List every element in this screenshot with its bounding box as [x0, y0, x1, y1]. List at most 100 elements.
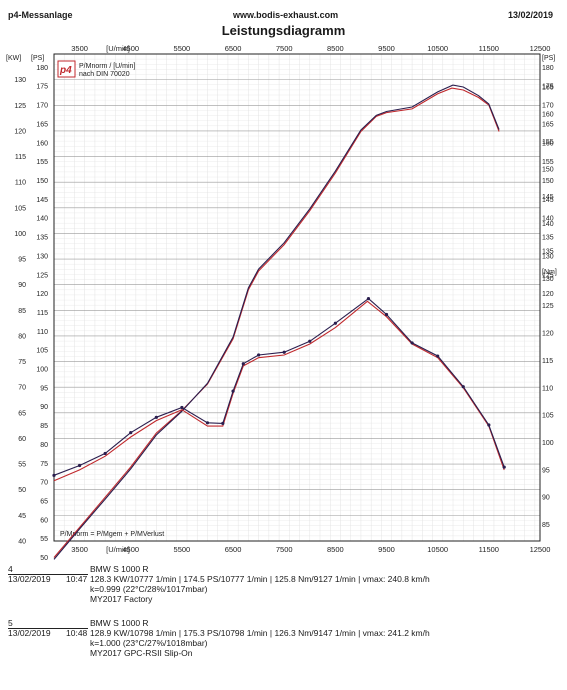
x-tick-label: 9500: [378, 44, 395, 53]
ps-tick-label: 160: [36, 140, 48, 147]
x-tick-label: 9500: [378, 545, 395, 554]
ps-tick-label-right: 125: [542, 272, 554, 279]
run-vehicle: BMW S 1000 R: [90, 564, 149, 574]
x-tick-label: 12500: [530, 545, 551, 554]
ps-tick-label-right: 180: [542, 65, 554, 72]
ps-tick-label: 105: [36, 348, 48, 355]
series-point: [103, 451, 107, 456]
nm-tick-label: 95: [542, 467, 550, 474]
series-point: [180, 405, 184, 410]
nm-tick-label: 90: [542, 495, 550, 502]
series-point: [205, 421, 210, 425]
nm-tick-label: 115: [542, 358, 553, 365]
series-point: [410, 341, 414, 345]
series-point: [129, 431, 133, 435]
page-title: Leistungsdiagramm: [221, 23, 346, 38]
ps-tick-label: 165: [36, 121, 48, 128]
nm-tick-label: 140: [542, 221, 554, 228]
series-point: [77, 463, 82, 468]
kw-tick-label: 90: [18, 282, 26, 289]
series-point: [436, 354, 440, 358]
kw-tick-label: 95: [18, 257, 26, 264]
kw-tick-label: 120: [14, 128, 26, 135]
header-left: p4-Messanlage: [8, 10, 73, 20]
ps-tick-label-right: 140: [542, 216, 554, 223]
x-tick-label: 4500: [122, 545, 139, 554]
ps-tick-label: 70: [40, 480, 48, 487]
ps-tick-label: 80: [40, 442, 48, 449]
x-tick-label: 3500: [71, 44, 88, 53]
run-block-5: 5 BMW S 1000 R 13/02/2019 10:48 128.9 KW…: [8, 618, 558, 668]
ps-tick-label: 135: [36, 235, 48, 242]
logo-text: p4: [59, 65, 72, 76]
run-description: MY2017 GPC-RSII Slip-On: [90, 648, 193, 658]
kw-tick-label: 115: [15, 154, 26, 161]
series-point: [308, 339, 312, 343]
series-point: [487, 423, 491, 427]
x-tick-label: 10500: [427, 44, 448, 53]
x-tick-label: 7500: [276, 44, 293, 53]
ps-tick-label: 100: [36, 367, 48, 374]
ps-tick-label: 90: [40, 404, 48, 411]
series-line-5-power_ps: [53, 84, 500, 560]
series-point: [502, 465, 506, 469]
x-tick-label: 5500: [174, 545, 191, 554]
x-unit-label: [U/min]: [106, 44, 130, 53]
series-point: [461, 385, 465, 389]
nm-tick-label: 155: [542, 139, 554, 146]
ps-tick-label: 115: [37, 310, 48, 317]
ps-unit-label-right: [PS]: [542, 55, 555, 62]
header-center: www.bodis-exhaust.com: [233, 10, 339, 20]
ps-tick-label: 145: [36, 197, 48, 204]
nm-tick-label: 110: [542, 385, 553, 392]
nm-tick-label: 130: [542, 276, 554, 283]
kw-tick-label: 50: [18, 487, 26, 494]
ps-tick-label: 55: [40, 536, 48, 543]
series-point: [257, 353, 261, 357]
dyno-chart: 3500 3500 4500 4500 5500 5500 6500 6500 7500 7500…: [6, 44, 557, 560]
kw-tick-label: 55: [18, 462, 26, 469]
nm-tick-label: 100: [542, 440, 554, 447]
x-tick-label: 7500: [276, 545, 293, 554]
run-date: 13/02/2019: [8, 574, 51, 584]
run-date: 13/02/2019: [8, 628, 51, 638]
run-description: MY2017 Factory: [90, 594, 153, 604]
logo-caption-2: nach DIN 70020: [79, 71, 130, 78]
ps-tick-label: 150: [36, 178, 48, 185]
run-vehicle: BMW S 1000 R: [90, 618, 149, 628]
nm-tick-label: 150: [542, 166, 554, 173]
ps-tick-label: 95: [40, 385, 48, 392]
ps-tick-label: 50: [40, 555, 48, 560]
chart-series: [52, 84, 506, 560]
kw-tick-label: 75: [18, 359, 26, 366]
x-tick-label: 11500: [479, 545, 499, 554]
kw-tick-label: 70: [18, 385, 26, 392]
x-tick-label: 3500: [71, 545, 88, 554]
x-tick-label: 10500: [427, 545, 448, 554]
x-tick-label: 12500: [530, 44, 551, 53]
nm-tick-label: 120: [542, 331, 554, 338]
ps-tick-label-right: 150: [542, 178, 554, 185]
ps-tick-label-right: 145: [542, 197, 554, 204]
nm-tick-label: 160: [542, 112, 554, 119]
ps-tick-label: 65: [40, 498, 48, 505]
kw-tick-label: 105: [14, 205, 26, 212]
kw-tick-label: 40: [18, 539, 26, 546]
nm-unit-label: [Nm]: [542, 269, 557, 276]
series-point: [384, 312, 389, 317]
run-conditions: k=1.000 (23°C/27%/1018mbar): [90, 638, 208, 648]
series-line-4-torque_nm: [53, 300, 505, 482]
ps-tick-label: 175: [36, 84, 48, 91]
series-point: [231, 389, 235, 393]
header-date: 13/02/2019: [508, 10, 554, 20]
kw-unit-label: [KW]: [6, 55, 21, 62]
kw-tick-label: 100: [14, 231, 26, 238]
ps-tick-label: 110: [37, 329, 48, 336]
ps-tick-label: 125: [36, 272, 48, 279]
series-point: [333, 321, 337, 325]
nm-tick-label: 125: [542, 303, 554, 310]
formula-text: P/Mnorm = P/Mgem + P/MVerlust: [60, 531, 164, 538]
ps-tick-label-right: 165: [542, 121, 554, 128]
run-time: 10:47: [66, 574, 88, 584]
nm-tick-label: 135: [542, 248, 554, 255]
